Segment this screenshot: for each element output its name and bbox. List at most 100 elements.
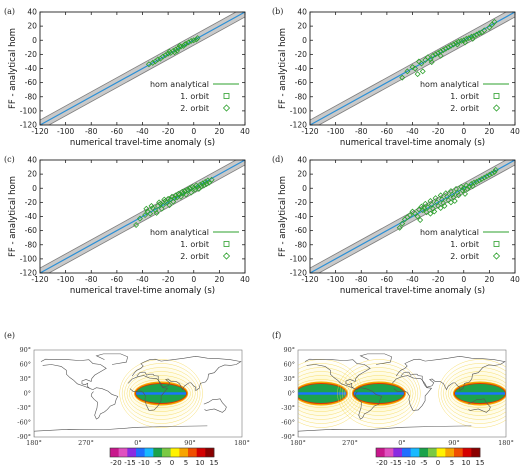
colorbar-swatch: [127, 448, 137, 457]
y-tick-label: -80: [295, 240, 308, 249]
map-frame: [297, 349, 507, 438]
y-tick-label: -40: [25, 212, 38, 221]
data-point-2-orbit: [180, 190, 187, 197]
data-point-2-orbit: [465, 35, 472, 42]
colorbar-tick-label: 10: [462, 459, 471, 467]
data-point-2-orbit: [206, 179, 213, 186]
data-point-2-orbit: [428, 201, 435, 208]
legend-label: hom analytical: [420, 228, 479, 237]
kernel-contour: [445, 371, 506, 416]
data-point-2-orbit: [432, 195, 439, 202]
y-axis-label: FF - analytical hom: [8, 176, 18, 257]
y-axis-label: FF - analytical hom: [8, 28, 18, 109]
y-tick-label: -120: [290, 269, 307, 278]
y-tick-label: -80: [25, 92, 38, 101]
colorbar-tick-label: -15: [124, 459, 135, 467]
x-tick-label: -20: [162, 127, 175, 136]
data-point-2-orbit: [175, 45, 182, 51]
kernel-contour: [443, 367, 506, 420]
colorbar-swatch: [136, 448, 145, 457]
lon-tick-label: 270°: [78, 439, 94, 447]
y-tick-label: 0: [302, 184, 307, 193]
coastline: [304, 358, 371, 390]
data-point-2-orbit: [188, 37, 195, 44]
y-tick-label: 0: [302, 36, 307, 45]
legend-square-swatch: [493, 93, 500, 99]
x-tick-label: -60: [381, 275, 394, 284]
y-tick-label: 20: [27, 22, 37, 31]
lon-tick-label: 0°: [134, 439, 141, 447]
kernel-contour: [342, 367, 416, 420]
y-tick-label: -20: [295, 198, 308, 207]
coastline: [40, 358, 107, 390]
legend-diamond-swatch: [492, 252, 501, 260]
lat-tick-label: 30°: [19, 375, 31, 383]
data-point-2-orbit: [418, 60, 425, 67]
data-point-2-orbit: [154, 56, 161, 63]
data-point-2-orbit: [454, 41, 461, 48]
coastline: [127, 375, 169, 411]
data-point-2-orbit: [440, 200, 447, 207]
data-point-2-orbit: [423, 209, 430, 216]
x-axis-label: numerical travel-time anomaly (s): [340, 286, 485, 296]
legend-square-swatch: [493, 241, 500, 247]
y-tick-label: -20: [25, 50, 38, 59]
data-point-2-orbit: [188, 189, 195, 196]
x-tick-label: 40: [510, 127, 520, 136]
kernel-contour: [121, 363, 201, 424]
data-point-2-orbit: [183, 40, 190, 47]
colorbar-tick-label: 0: [436, 459, 440, 467]
data-point-2-orbit: [174, 47, 181, 54]
data-point-2-orbit: [419, 68, 426, 75]
lon-tick-label: 90°: [184, 439, 196, 447]
data-point-2-orbit: [478, 176, 485, 183]
lat-tick-label: -30°: [281, 404, 295, 412]
kernel-equator-band: [136, 392, 187, 395]
lon-tick-label: 0°: [398, 439, 405, 447]
coastline: [298, 425, 472, 432]
scatter-panel-0: -120 -100 -80 -60 -40 -20 0 20 40 40 20 0 -20 -40 -60 -…: [4, 7, 250, 148]
x-tick-label: -80: [355, 275, 368, 284]
colorbar-swatch: [471, 448, 481, 457]
data-point-2-orbit: [441, 202, 448, 209]
panel-label: (f): [272, 331, 281, 340]
data-point-2-orbit: [156, 199, 163, 206]
panel-label: (d): [272, 155, 283, 164]
x-tick-label: -60: [381, 127, 394, 136]
data-point-2-orbit: [149, 59, 156, 66]
x-tick-label: -60: [111, 127, 124, 136]
data-point-2-orbit: [177, 43, 184, 50]
data-point-2-orbit: [186, 185, 193, 192]
x-tick-label: 20: [215, 275, 225, 284]
coastline: [90, 387, 119, 420]
colorbar-tick-label: -5: [421, 459, 428, 467]
data-point-2-orbit: [170, 198, 177, 205]
colorbar-swatch: [402, 448, 411, 457]
colorbar: -20 -15 -10 -5 0 5 10 15: [109, 447, 218, 467]
hom-analytical-line: [40, 160, 245, 273]
y-tick-label: 40: [27, 156, 37, 165]
lat-tick-label: 90°: [19, 346, 31, 354]
y-tick-label: 0: [32, 184, 37, 193]
x-tick-label: 40: [510, 275, 520, 284]
data-point-2-orbit: [481, 27, 488, 34]
data-point-2-orbit: [449, 191, 456, 198]
data-point-2-orbit: [201, 182, 207, 189]
kernel-contour: [337, 359, 421, 428]
data-point-2-orbit: [133, 222, 140, 228]
y-tick-label: -120: [20, 121, 37, 130]
colorbar-swatch: [410, 448, 420, 457]
colorbar-swatch: [110, 448, 119, 457]
band-edge: [310, 160, 507, 269]
data-point-2-orbit: [442, 45, 449, 52]
kernel-contour: [450, 379, 506, 408]
colorbar-swatch: [376, 448, 385, 457]
y-tick-label: -100: [20, 106, 37, 115]
x-tick-label: 20: [215, 127, 225, 136]
data-point-2-orbit: [153, 210, 160, 216]
y-tick-label: -60: [295, 78, 308, 87]
map-content: [34, 353, 242, 437]
band-edge: [48, 16, 245, 125]
lon-tick-label: 90°: [448, 439, 460, 447]
y-tick-label: 40: [27, 8, 37, 17]
